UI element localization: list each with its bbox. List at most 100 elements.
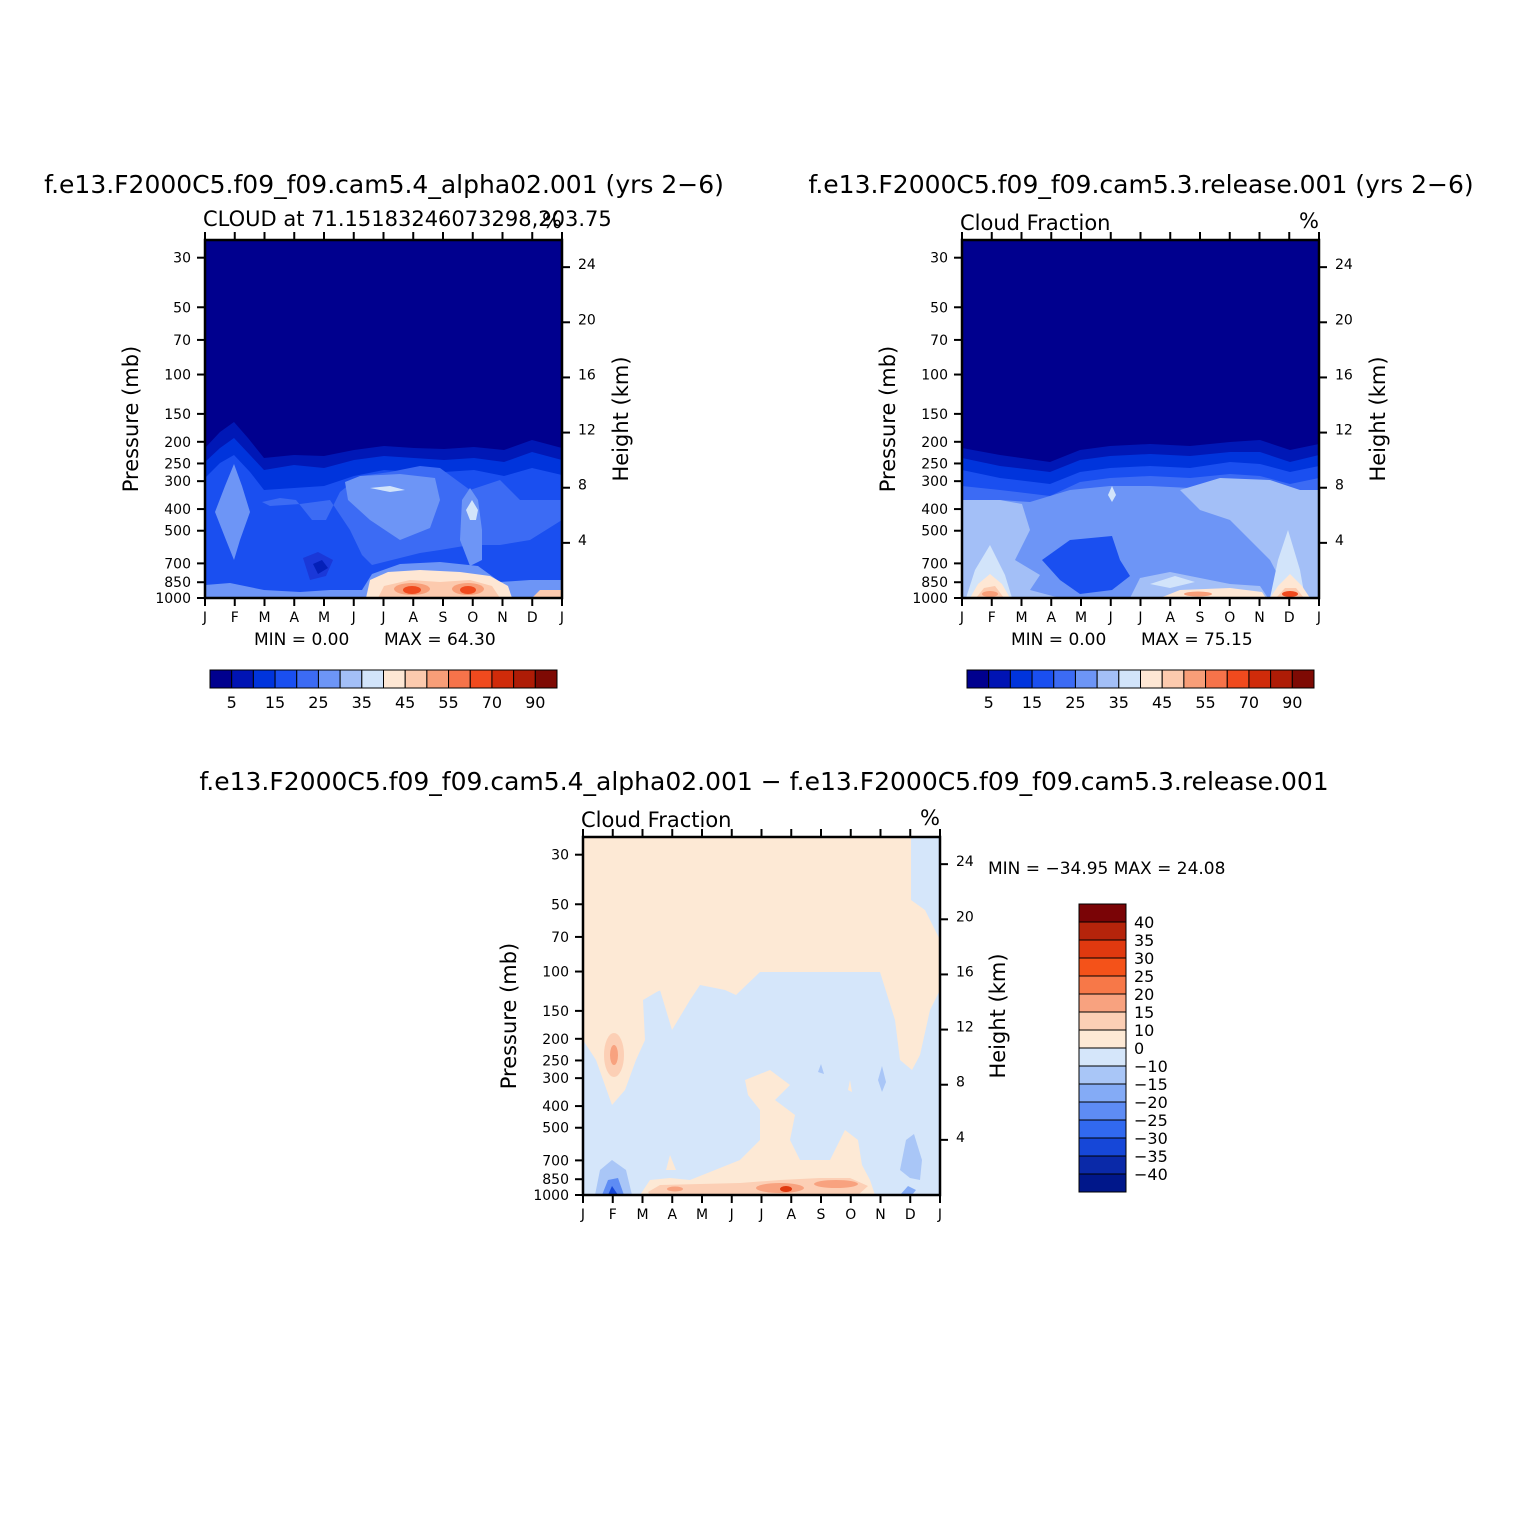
panel-c-band-18 — [900, 1186, 916, 1195]
panel-b-colorbar-box-0 — [966, 669, 990, 689]
panel-c-colorbar-box-0 — [1078, 903, 1127, 923]
panel-c-band-5 — [640, 1070, 875, 1195]
panel-c-colorbar-label-9: −15 — [1134, 1075, 1168, 1094]
panel-c-ytick-label-8: 400 — [542, 1099, 569, 1115]
panel-b-plot-area — [962, 240, 1319, 598]
panel-b-colorbar-label-7: 90 — [1282, 693, 1302, 712]
panel-b-units: % — [1299, 209, 1319, 233]
panel-a-colorbar-label-7: 90 — [525, 693, 545, 712]
panel-b-band-9 — [1108, 486, 1116, 502]
panel-b-yrtick-label-5: 4 — [1335, 533, 1344, 549]
panel-c-ytick-label-6: 250 — [542, 1053, 569, 1069]
panel-c-band-4 — [642, 973, 662, 993]
panel-a-ytick-label-0: 30 — [173, 251, 191, 267]
panel-b-ytick-label-7: 300 — [921, 474, 948, 490]
panel-b-colorbar-label-4: 45 — [1152, 693, 1172, 712]
panel-a-ytick-label-5: 200 — [164, 435, 191, 451]
panel-b-band-10 — [1042, 536, 1130, 594]
panel-b-xtick-label-10: N — [1254, 610, 1264, 626]
panel-c-band-8 — [756, 1183, 804, 1193]
panel-b-xtick-label-0: J — [959, 610, 964, 626]
panel-c-colorbar-label-1: 35 — [1134, 931, 1154, 950]
panel-c-colorbar-label-0: 40 — [1134, 913, 1154, 932]
panel-a-ylabel: Pressure (mb) — [119, 346, 143, 493]
panel-c-colorbar-box-8 — [1078, 1047, 1127, 1067]
panel-a-band-6 — [215, 464, 250, 560]
panel-a-xtick-label-4: M — [318, 610, 330, 626]
panel-b-band-22 — [1184, 591, 1212, 597]
panel-c-colorbar-label-4: 20 — [1134, 985, 1154, 1004]
panel-c-colorbar-box-15 — [1078, 1173, 1127, 1193]
panel-a-band-10 — [370, 486, 405, 492]
panel-a-min: MIN = 0.00 — [254, 630, 349, 650]
panel-a-yrtick-label-0: 24 — [578, 257, 596, 273]
panel-c-band-9 — [814, 1180, 858, 1188]
panel-a-colorbar-label-0: 5 — [227, 693, 237, 712]
panel-a-colorbar-box-5 — [317, 669, 341, 689]
panel-c-xtick-label-10: N — [875, 1207, 885, 1223]
panel-a-colorbar-box-15 — [534, 669, 558, 689]
panel-a-xtick-label-8: S — [439, 610, 448, 626]
panel-c-colorbar-box-1 — [1078, 921, 1127, 941]
panel-b-yrtick-label-3: 12 — [1335, 423, 1353, 439]
panel-b-colorbar-label-1: 15 — [1022, 693, 1042, 712]
panel-c-ylabel: Pressure (mb) — [497, 943, 521, 1090]
panel-c-ytick-label-5: 200 — [542, 1032, 569, 1048]
panel-a-xtick-label-9: O — [467, 610, 478, 626]
panel-a-xtick-label-10: N — [497, 610, 507, 626]
panel-b-ylabel: Pressure (mb) — [876, 346, 900, 493]
panel-b-yrtick-label-2: 16 — [1335, 367, 1353, 383]
panel-c-colorbar-label-6: 10 — [1134, 1021, 1154, 1040]
panel-b-xtick-label-6: J — [1137, 610, 1142, 626]
panel-c-band-19 — [878, 1066, 886, 1092]
panel-a-colorbar-label-4: 45 — [395, 693, 415, 712]
panel-c-ytick-label-10: 700 — [542, 1153, 569, 1169]
panel-a-colorbar: 5 15 25 35 45 55 70 90 — [209, 669, 558, 712]
panel-a-xtick-label-12: J — [559, 610, 564, 626]
panel-b-xtick-label-12: J — [1316, 610, 1321, 626]
panel-b-colorbar-label-2: 25 — [1065, 693, 1085, 712]
panel-a-band-13 — [313, 560, 328, 574]
panel-c-colorbar-label-5: 15 — [1134, 1003, 1154, 1022]
panel-c-xtick-label-7: A — [786, 1207, 796, 1223]
panel-c-colorbar-box-13 — [1078, 1137, 1127, 1157]
panel-a-ytick-label-3: 100 — [164, 368, 191, 384]
panel-b-xtick-label-1: F — [988, 610, 996, 626]
panel-c-xtick-label-3: A — [667, 1207, 677, 1223]
panel-c-ytick-label-12: 1000 — [533, 1188, 569, 1204]
panel-a-yrtick-label-2: 16 — [578, 367, 596, 383]
panel-c-band-17 — [900, 1134, 922, 1180]
panel-a-xtick-label-7: A — [408, 610, 418, 626]
panel-c-colorbar-box-5 — [1078, 993, 1127, 1013]
panel-b-yrtick-label-0: 24 — [1335, 257, 1353, 273]
panel-a-band-20 — [532, 590, 562, 598]
panel-c-colorbar-box-7 — [1078, 1029, 1127, 1049]
panel-b-colorbar-box-5 — [1074, 669, 1098, 689]
panel-b-yrtick-label-4: 8 — [1335, 478, 1344, 494]
panel-a-colorbar-label-3: 35 — [352, 693, 372, 712]
panel-a-ytick-label-12: 1000 — [155, 591, 191, 607]
panel-b-xtick-label-2: M — [1015, 610, 1027, 626]
panel-a-colorbar-box-10 — [426, 669, 450, 689]
panel-a-colorbar-box-9 — [404, 669, 428, 689]
panel-a-colorbar-box-13 — [491, 669, 515, 689]
panel-b-colorbar-box-10 — [1183, 669, 1207, 689]
panel-b-colorbar-label-0: 5 — [984, 693, 994, 712]
panel-a-colorbar-box-3 — [274, 669, 298, 689]
panel-a-ytick-label-6: 250 — [164, 456, 191, 472]
panel-a-colorbar-label-5: 55 — [438, 693, 458, 712]
panel-c-colorbar-label-8: −10 — [1134, 1057, 1168, 1076]
panel-a-xtick-label-6: J — [380, 610, 385, 626]
panel-b-yrtick-label-1: 20 — [1335, 312, 1353, 328]
panel-c-colorbar-label-14: −40 — [1134, 1165, 1168, 1184]
panel-c-band-10 — [780, 1186, 792, 1192]
panel-b-colorbar-box-2 — [1009, 669, 1033, 689]
panel-c-band-2 — [911, 837, 940, 940]
panel-c-ytick-label-1: 50 — [551, 897, 569, 913]
panel-c-colorbar-box-11 — [1078, 1101, 1127, 1121]
panel-b-xtick-label-7: A — [1165, 610, 1175, 626]
panel-c-colorbar-box-4 — [1078, 975, 1127, 995]
panel-b-colorbar-label-5: 55 — [1195, 693, 1215, 712]
panel-a-ytick-label-1: 50 — [173, 300, 191, 316]
